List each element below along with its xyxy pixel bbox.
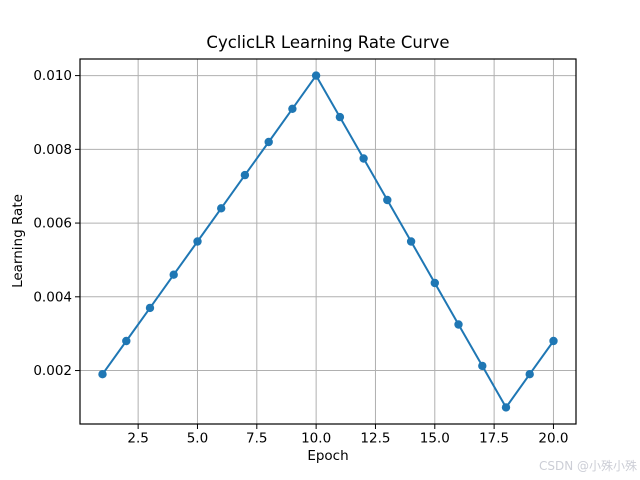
axes-spines [79, 58, 577, 425]
x-tick-label: 17.5 [479, 431, 509, 447]
grid-lines [80, 59, 576, 424]
x-tick-label: 15.0 [420, 431, 450, 447]
chart-title: CyclicLR Learning Rate Curve [206, 33, 450, 52]
y-tick-labels: 0.002 0.004 0.006 0.008 0.010 [33, 68, 72, 379]
data-points [98, 71, 558, 412]
tick-marks [75, 75, 554, 429]
x-tick-label: 20.0 [538, 431, 568, 447]
y-tick-label: 0.010 [33, 68, 72, 84]
x-axis-label: Epoch [307, 448, 349, 464]
y-axis-label: Learning Rate [10, 194, 26, 288]
x-tick-label: 7.5 [246, 431, 267, 447]
watermark: CSDN @小殊小殊 [538, 459, 637, 473]
y-tick-label: 0.006 [33, 216, 72, 232]
x-tick-label: 2.5 [127, 431, 148, 447]
x-tick-label: 10.0 [301, 431, 331, 447]
y-tick-label: 0.002 [33, 363, 72, 379]
y-tick-label: 0.008 [33, 142, 72, 158]
data-line [101, 74, 555, 409]
x-tick-label: 12.5 [360, 431, 390, 447]
x-tick-labels: 2.5 5.0 7.5 10.0 12.5 15.0 17.5 20.0 [127, 431, 568, 447]
y-tick-label: 0.004 [33, 289, 72, 305]
x-tick-label: 5.0 [187, 431, 208, 447]
